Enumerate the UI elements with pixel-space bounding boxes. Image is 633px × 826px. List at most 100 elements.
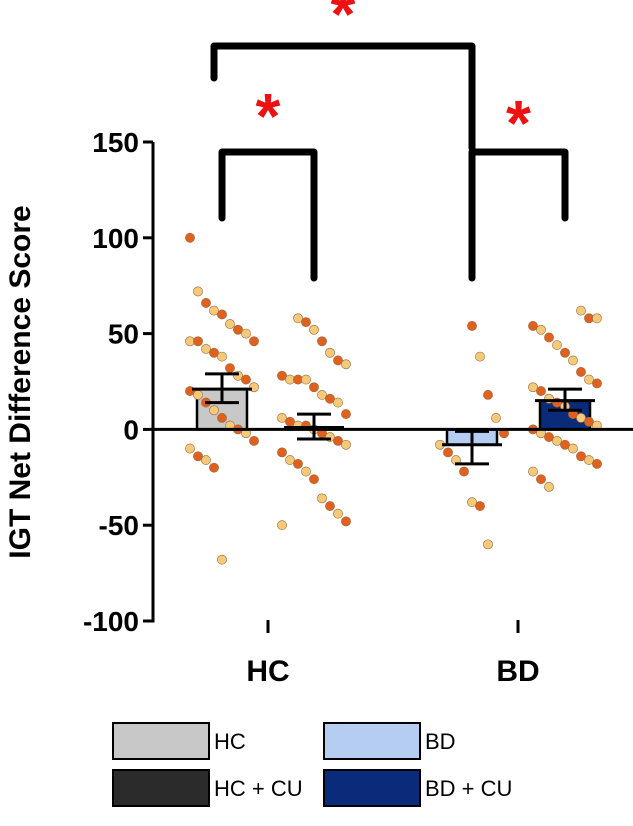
data-point (217, 554, 227, 565)
y-tick-label: -50 (99, 510, 139, 541)
significance-star: * (331, 0, 356, 50)
x-axis-ticks: HC BD (246, 620, 540, 688)
data-point (317, 390, 327, 400)
data-point (467, 497, 477, 508)
data-point (209, 405, 219, 416)
data-point (560, 439, 570, 450)
data-point (217, 413, 227, 423)
significance-star: * (256, 80, 281, 152)
data-point (528, 321, 538, 331)
legend-item: BD (323, 722, 456, 760)
data-point (301, 317, 311, 328)
data-point (325, 393, 335, 404)
data-point (201, 344, 211, 354)
data-point (309, 382, 319, 393)
legend-swatch (112, 722, 210, 760)
data-point (201, 298, 211, 308)
y-tick-label: -100 (83, 606, 139, 637)
data-point (528, 382, 538, 393)
data-point (233, 324, 243, 335)
y-tick-label: 0 (123, 414, 139, 445)
data-point (225, 363, 235, 373)
data-point (483, 390, 493, 400)
legend-swatch (323, 722, 421, 760)
data-point (241, 328, 251, 339)
error-bar (284, 412, 344, 441)
data-points (185, 232, 602, 565)
legend-item: HC (112, 722, 246, 760)
data-point (249, 435, 259, 446)
data-point (552, 435, 562, 446)
data-point (341, 516, 351, 527)
data-point (568, 355, 578, 366)
data-point (483, 539, 493, 550)
data-point (584, 416, 594, 427)
y-tick-label: 150 (92, 127, 139, 158)
data-point (544, 332, 554, 343)
x-tick-label: BD (496, 655, 539, 688)
data-point (193, 390, 203, 400)
data-point (341, 439, 351, 450)
legend-swatch (112, 769, 210, 807)
data-point (217, 351, 227, 362)
data-point (309, 474, 319, 485)
significance-star: * (506, 87, 531, 159)
legend-item: BD + CU (323, 769, 512, 807)
data-point (317, 493, 327, 504)
x-tick-label: HC (246, 655, 289, 688)
data-point (325, 347, 335, 358)
data-point (333, 508, 343, 519)
data-point (333, 435, 343, 446)
data-point (341, 359, 351, 370)
legend-label: HC + CU (214, 776, 303, 801)
significance-bracket: * (218, 80, 318, 282)
data-point (592, 313, 602, 324)
data-point (333, 355, 343, 366)
data-point (584, 455, 594, 465)
data-point (333, 397, 343, 408)
data-point (309, 324, 319, 335)
data-point (293, 458, 303, 469)
data-point (217, 309, 227, 320)
data-point (277, 370, 287, 381)
data-point (475, 351, 485, 362)
error-bars (192, 372, 595, 466)
data-point (193, 336, 203, 347)
data-point (544, 432, 554, 442)
data-point (576, 451, 586, 462)
data-point (185, 232, 195, 243)
data-point (201, 455, 211, 465)
data-point (209, 305, 219, 316)
data-point (443, 447, 453, 458)
data-point (560, 347, 570, 358)
significance-brackets: * * * (210, 0, 569, 282)
y-axis: -100 -50 0 50 100 150 (83, 127, 155, 637)
data-point (491, 413, 501, 423)
data-point (592, 458, 602, 469)
data-point (568, 443, 578, 454)
data-point (544, 481, 554, 492)
data-point (317, 336, 327, 347)
significance-bracket: * (210, 0, 476, 152)
error-bar (192, 372, 252, 405)
data-point (475, 501, 485, 511)
data-point (536, 324, 546, 335)
data-point (325, 501, 335, 511)
y-axis-label: IGT Net Difference Score (4, 205, 37, 558)
error-bar (442, 429, 502, 466)
data-point (341, 409, 351, 419)
data-point (301, 374, 311, 385)
data-point (249, 336, 259, 347)
data-point (185, 443, 195, 454)
data-point (584, 374, 594, 385)
legend-label: BD + CU (425, 776, 512, 801)
legend-label: HC (214, 729, 246, 754)
legend: HC HC + CU BD BD + CU (112, 722, 512, 807)
significance-bracket: * (468, 87, 569, 282)
data-point (552, 340, 562, 350)
data-point (277, 520, 287, 531)
error-bar (535, 387, 595, 412)
data-point (193, 451, 203, 462)
data-point (528, 466, 538, 477)
